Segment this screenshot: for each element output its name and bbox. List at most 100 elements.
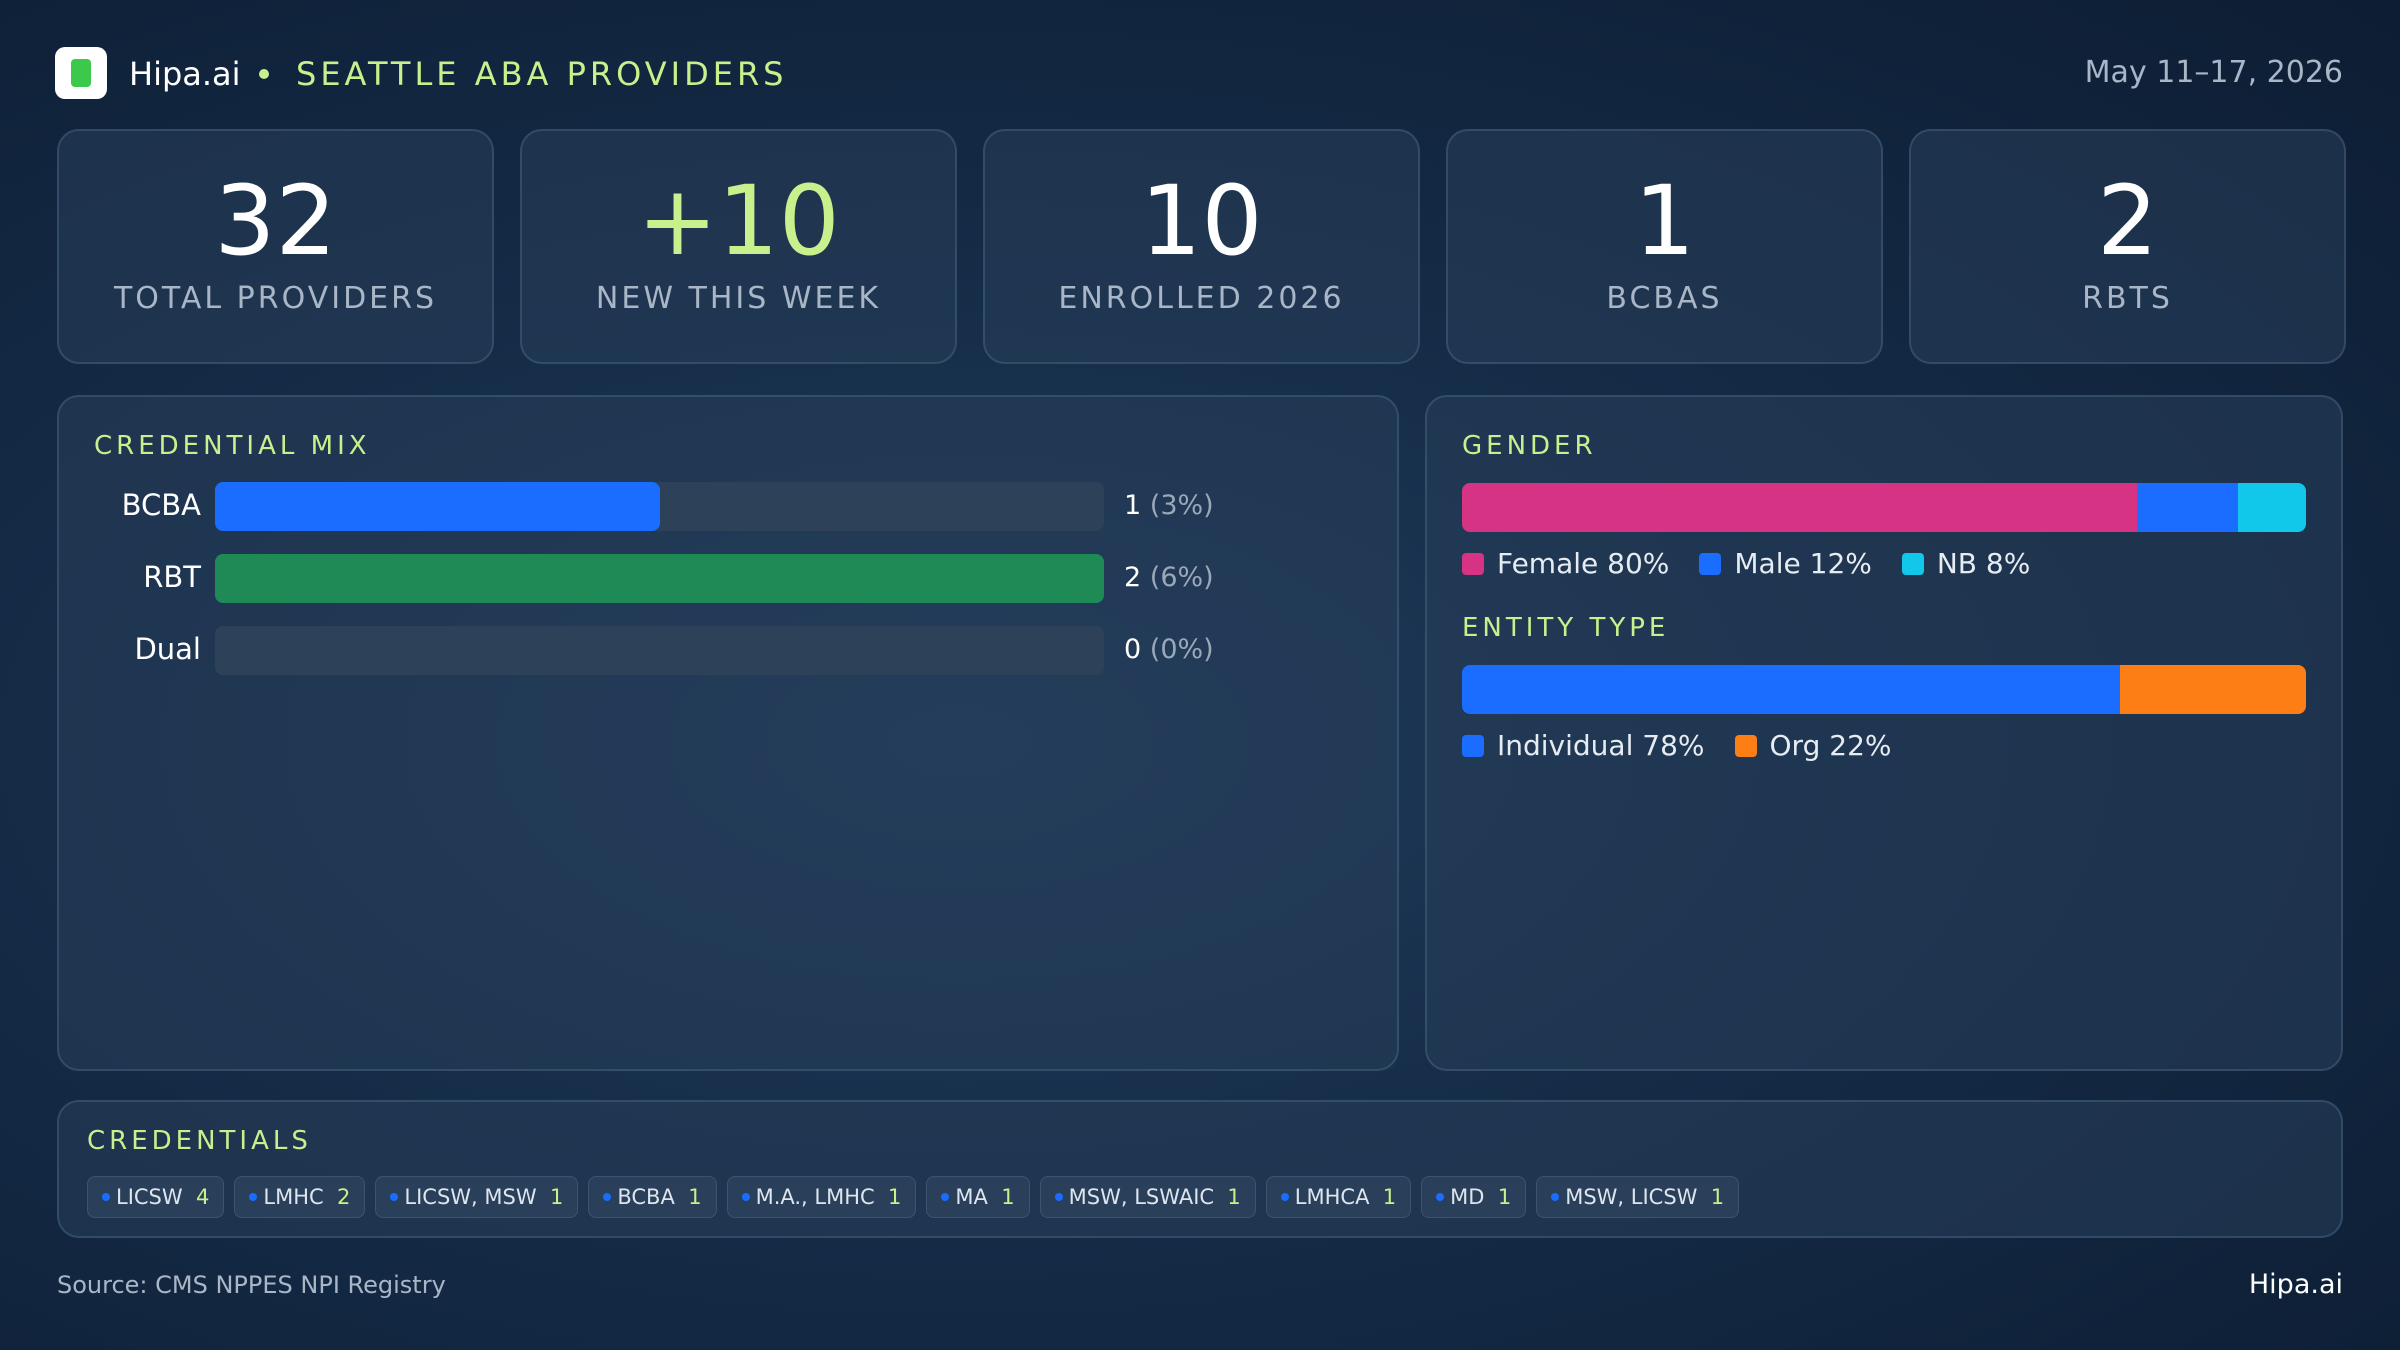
chip-count: 1	[1227, 1185, 1241, 1209]
chip-dot	[603, 1193, 612, 1201]
kpi-value: +10	[637, 165, 840, 277]
chip-label: BCBA	[617, 1185, 675, 1209]
kpi-label: TOTAL PROVIDERS	[113, 281, 438, 316]
segment	[2238, 483, 2306, 532]
credential-chip: MA 1	[926, 1176, 1030, 1218]
legend-value: 80%	[1607, 547, 1670, 580]
legend: Female 80% Male 12% NB 8%	[1462, 547, 2060, 580]
credential-mix-panel: CREDENTIAL MIX BCBA 1 (3%) RBT 2 (6%) Dual 0 (…	[57, 395, 1399, 1071]
legend-swatch	[1734, 734, 1757, 757]
chip-label: MA	[955, 1185, 988, 1209]
bar	[215, 554, 1104, 603]
chip-label: M.A., LMHC	[755, 1185, 875, 1209]
chip-count: 4	[196, 1185, 210, 1209]
chip-count: 1	[1497, 1185, 1512, 1209]
legend-value: 22%	[1829, 729, 1892, 762]
gap	[875, 1185, 888, 1209]
gap	[1598, 547, 1607, 580]
legend-swatch	[1699, 552, 1722, 575]
category-label: Dual	[134, 632, 201, 666]
share: (6%)	[1149, 562, 1214, 593]
credential-chip: BCBA 1	[588, 1176, 717, 1218]
bar-track	[215, 626, 1104, 675]
credential-chip: LMHC 2	[234, 1176, 366, 1218]
gap	[1214, 1185, 1227, 1209]
chip-label: LMHCA	[1294, 1185, 1370, 1209]
segment	[2120, 665, 2306, 714]
bar	[215, 482, 660, 531]
share: (0%)	[1149, 634, 1214, 665]
chip-count: 1	[688, 1185, 702, 1209]
gap	[1141, 562, 1150, 593]
page-title: SEATTLE ABA PROVIDERS	[296, 55, 788, 93]
gap	[1484, 1185, 1497, 1209]
gap	[1977, 547, 1986, 580]
legend-swatch	[1462, 552, 1484, 575]
chip-count: 1	[549, 1185, 564, 1209]
gap	[183, 1185, 196, 1209]
legend-value: 78%	[1642, 729, 1705, 762]
chip-label: LMHC	[263, 1185, 324, 1209]
kpi-label: ENROLLED 2026	[1058, 281, 1345, 316]
segment	[1462, 665, 2121, 714]
credentials-panel: CREDENTIALS LICSW 4 LMHC 2 LICSW, MSW 1 BCB…	[57, 1100, 2343, 1238]
chip-dot	[390, 1193, 399, 1201]
gap	[1820, 729, 1829, 762]
credential-chip: LMHCA 1	[1265, 1176, 1412, 1218]
footer-brand: Hipa.ai	[2248, 1269, 2343, 1300]
segment	[1462, 483, 2138, 532]
kpi-card: 32 TOTAL PROVIDERS	[57, 129, 494, 364]
legend-name: NB	[1936, 547, 1978, 580]
date-range: May 11–17, 2026	[2084, 55, 2343, 90]
chart-title: CREDENTIAL MIX	[94, 431, 371, 461]
legend-value: 12%	[1809, 547, 1872, 580]
chip-count: 1	[1710, 1185, 1725, 1209]
legend-swatch	[1901, 552, 1924, 575]
demographics-panel: GENDER Female 80% Male 12% NB 8% ENTITY TYPE…	[1425, 395, 2343, 1071]
gap	[1369, 1185, 1382, 1209]
legend-name: Male	[1734, 547, 1801, 580]
gap	[324, 1185, 337, 1209]
chip-count: 1	[888, 1185, 902, 1209]
chart-title: GENDER	[1462, 431, 1597, 461]
brand: Hipa.ai	[129, 55, 241, 93]
kpi-card: 10 ENROLLED 2026	[983, 129, 1420, 364]
source: Source: CMS NPPES NPI Registry	[57, 1271, 446, 1299]
legend-name: Individual	[1497, 729, 1634, 762]
chip-dot	[1280, 1193, 1289, 1201]
credentials-title: CREDENTIALS	[87, 1126, 312, 1156]
chip-dot	[741, 1193, 750, 1201]
category-label: RBT	[143, 560, 201, 594]
kpi-value: 10	[1140, 165, 1263, 277]
chip-count: 1	[1382, 1185, 1397, 1209]
credential-chip: MSW, LSWAIC 1	[1039, 1176, 1256, 1218]
kpi-card: 1 BCBAS	[1446, 129, 1883, 364]
chip-dot	[249, 1193, 258, 1201]
segment	[2137, 483, 2239, 532]
chip-dot	[1551, 1193, 1560, 1201]
kpi-label: RBTS	[2082, 281, 2173, 316]
gap	[537, 1185, 550, 1209]
legend-entry: Female 80%	[1462, 547, 1669, 580]
kpi-value: 2	[2096, 165, 2159, 277]
chip-label: MD	[1450, 1185, 1485, 1209]
chip-label: MSW, LICSW	[1565, 1185, 1698, 1209]
chip-dot	[102, 1193, 110, 1201]
legend-name: Org	[1769, 729, 1821, 762]
chip-label: LICSW, MSW	[404, 1185, 537, 1209]
bullet	[259, 69, 269, 79]
chip-count: 2	[337, 1185, 351, 1209]
gap	[675, 1185, 688, 1209]
value-label: 2 (6%)	[1124, 562, 1214, 593]
legend-entry: Male 12%	[1699, 547, 1872, 580]
gap	[1633, 729, 1642, 762]
value-label: 1 (3%)	[1124, 490, 1214, 521]
logo	[55, 47, 107, 99]
kpi-label: NEW THIS WEEK	[595, 281, 882, 316]
credential-chip: M.A., LMHC 1	[726, 1176, 917, 1218]
chip-list: LICSW 4 LMHC 2 LICSW, MSW 1 BCBA 1 M.A., LMH…	[87, 1176, 1749, 1218]
legend: Individual 78% Org 22%	[1462, 729, 1922, 762]
stacked-bar	[1462, 665, 2306, 714]
legend-entry: NB 8%	[1901, 547, 2030, 580]
